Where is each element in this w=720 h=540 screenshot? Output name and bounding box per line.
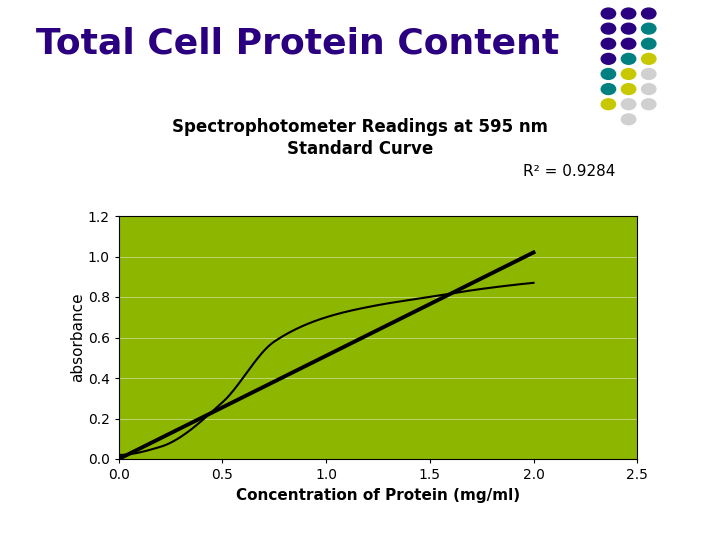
Text: R² = 0.9284: R² = 0.9284	[523, 164, 616, 179]
X-axis label: Concentration of Protein (mg/ml): Concentration of Protein (mg/ml)	[236, 488, 520, 503]
Text: Total Cell Protein Content: Total Cell Protein Content	[36, 27, 559, 61]
Text: Standard Curve: Standard Curve	[287, 140, 433, 158]
Y-axis label: absorbance: absorbance	[70, 293, 85, 382]
Text: Spectrophotometer Readings at 595 nm: Spectrophotometer Readings at 595 nm	[172, 118, 548, 136]
